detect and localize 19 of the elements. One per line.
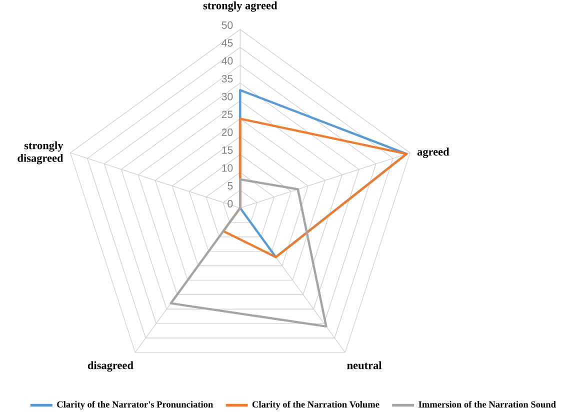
legend-label: Clarity of the Narration Volume <box>252 400 380 410</box>
y-tick-label: 15 <box>222 146 233 154</box>
legend-label: Clarity of the Narrator's Pronunciation <box>57 400 214 410</box>
legend-label: Immersion of the Narration Sound <box>418 400 556 408</box>
spoke-label: strongly agreed <box>203 1 278 12</box>
spoke-label: neutral <box>347 361 382 370</box>
y-tick-label: 50 <box>222 21 233 29</box>
y-tick-label: 20 <box>222 128 233 136</box>
y-tick-label: 35 <box>222 74 233 82</box>
y-tick-label: 5 <box>228 182 233 190</box>
spoke-label: agreed <box>417 148 450 158</box>
spoke-label: disagreed <box>88 361 134 372</box>
y-tick-label: 25 <box>222 110 233 118</box>
y-tick-label: 30 <box>222 92 233 100</box>
y-tick-label: 10 <box>222 164 233 172</box>
y-tick-label: 0 <box>228 200 233 208</box>
y-tick-label: 40 <box>222 57 233 65</box>
spoke-label: strongly disagreed <box>18 141 64 164</box>
y-tick-label: 45 <box>222 39 233 47</box>
